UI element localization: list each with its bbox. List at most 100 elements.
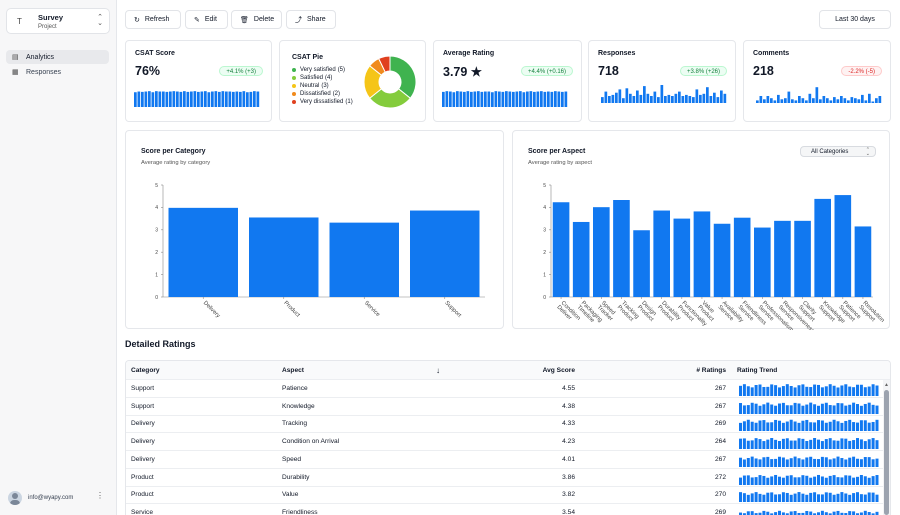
date-range-select[interactable]: Last 30 days xyxy=(819,10,891,29)
trend-bar xyxy=(742,475,746,485)
user-menu[interactable]: info@wyapy.com ⋮ xyxy=(8,490,108,506)
chart-title: Score per Category xyxy=(141,148,206,155)
bar[interactable] xyxy=(168,207,239,297)
spark-bar xyxy=(629,93,632,103)
cell-avg-score: 4.55 xyxy=(562,385,575,392)
bar[interactable] xyxy=(794,220,811,297)
scroll-up-icon[interactable]: ▲ xyxy=(884,382,889,388)
bar[interactable] xyxy=(593,207,610,297)
table-row[interactable]: Service Friendliness 3.54 269 xyxy=(126,504,890,515)
table-row[interactable]: Support Patience 4.55 267 xyxy=(126,380,890,398)
spark-bar xyxy=(766,96,770,103)
spark-bar xyxy=(533,91,536,107)
scrollbar-thumb[interactable] xyxy=(884,390,889,515)
trend-bar xyxy=(828,513,832,515)
csat-card: CSAT Score 76% +4.1% (+3) xyxy=(125,40,272,122)
spark-bar xyxy=(498,91,501,107)
spark-bar xyxy=(491,92,494,107)
table-row[interactable]: Delivery Speed 4.01 267 xyxy=(126,451,890,469)
rating-trend-sparkline xyxy=(739,456,879,467)
trend-bar xyxy=(813,403,817,414)
bar[interactable] xyxy=(613,200,630,297)
header-avg-score[interactable]: Avg Score xyxy=(542,366,575,374)
delete-button[interactable]: 🗑 Delete xyxy=(231,10,282,29)
header-aspect[interactable]: Aspect xyxy=(282,366,304,374)
more-vertical-icon[interactable]: ⋮ xyxy=(96,491,104,500)
trend-bar xyxy=(856,458,859,467)
bar[interactable] xyxy=(552,202,570,297)
table-row[interactable]: Product Durability 3.86 272 xyxy=(126,469,890,487)
trend-bar xyxy=(801,493,805,503)
spark-bar xyxy=(702,93,706,103)
sidebar-item-responses[interactable]: ▦ Responses xyxy=(6,65,109,79)
spark-bar xyxy=(794,100,798,103)
bar[interactable] xyxy=(834,195,852,297)
ratings-table: Category Aspect ↓ Avg Score # Ratings Ra… xyxy=(125,360,891,515)
trend-bar xyxy=(742,493,746,503)
trend-bar xyxy=(859,494,863,503)
trend-bar xyxy=(867,492,871,503)
table-row[interactable]: Delivery Tracking 4.33 269 xyxy=(126,415,890,434)
trend-bar xyxy=(770,422,774,432)
bar[interactable] xyxy=(410,210,480,297)
bar[interactable] xyxy=(814,198,831,297)
spark-bar xyxy=(256,91,260,107)
trend-bar xyxy=(856,422,859,432)
table-row[interactable]: Product Value 3.82 270 xyxy=(126,486,890,505)
trend-bar xyxy=(809,387,813,396)
trend-bar xyxy=(813,422,817,432)
bar[interactable] xyxy=(854,226,872,297)
pie-legend: Very satisfied (5) Satisfied (4) Neutral (3) D… xyxy=(292,66,353,106)
trend-bar xyxy=(766,477,770,485)
y-tick-label: 4 xyxy=(155,205,158,211)
header-num-ratings[interactable]: # Ratings xyxy=(696,366,726,374)
bar[interactable] xyxy=(572,221,590,297)
cell-aspect: Knowledge xyxy=(282,402,315,410)
spark-bar xyxy=(214,91,218,107)
bar[interactable] xyxy=(774,220,791,297)
spark-bar xyxy=(723,93,727,103)
x-tick-label: Support xyxy=(443,300,462,319)
spark-bar xyxy=(148,91,151,107)
trend-bar xyxy=(739,477,742,485)
bar[interactable] xyxy=(733,217,751,297)
trend-bar xyxy=(762,420,766,432)
bar[interactable] xyxy=(713,223,731,297)
bar[interactable] xyxy=(653,210,670,297)
table-row[interactable]: Support Knowledge 4.38 267 xyxy=(126,398,890,416)
spark-bar xyxy=(798,96,801,103)
legend-label: Dissatisfied xyxy=(300,91,331,97)
card-title: Responses xyxy=(598,50,636,57)
trend-bar xyxy=(750,456,754,467)
trend-bar xyxy=(840,385,844,396)
spark-bar xyxy=(681,96,685,103)
bar[interactable] xyxy=(673,218,691,297)
share-button[interactable]: ⤴ Share xyxy=(286,10,336,29)
header-category[interactable]: Category xyxy=(131,366,160,374)
bar[interactable] xyxy=(249,217,319,297)
trend-bar xyxy=(805,510,809,515)
bar[interactable] xyxy=(633,230,650,297)
category-filter-select[interactable]: All Categories ⌃ ⌄ xyxy=(800,146,876,157)
spark-bar xyxy=(239,91,242,107)
bar[interactable] xyxy=(693,211,711,297)
bar[interactable] xyxy=(329,222,400,297)
share-icon: ⤴ xyxy=(295,16,302,24)
trend-bar xyxy=(774,405,778,414)
pie-slice xyxy=(378,55,391,73)
y-tick-label: 4 xyxy=(543,205,546,211)
trend-bar xyxy=(820,403,824,414)
spark-bar xyxy=(756,100,759,103)
table-row[interactable]: Delivery Condition on Arrival 4.23 264 xyxy=(126,433,890,452)
edit-button[interactable]: ✎ Edit xyxy=(185,10,228,29)
trash-icon: 🗑 xyxy=(240,16,249,24)
rating-trend-sparkline xyxy=(739,402,879,414)
sidebar-item-analytics[interactable]: ▤ Analytics xyxy=(6,50,109,64)
table-scrollbar[interactable]: ▲ xyxy=(883,380,890,515)
bar[interactable] xyxy=(754,227,771,297)
trend-bar xyxy=(793,493,797,503)
project-switcher[interactable]: T Survey Project ⌃ ⌄ xyxy=(6,8,110,34)
spark-bar xyxy=(459,91,463,107)
refresh-button[interactable]: ↻ Refresh xyxy=(125,10,181,29)
sort-desc-icon[interactable]: ↓ xyxy=(436,365,440,375)
